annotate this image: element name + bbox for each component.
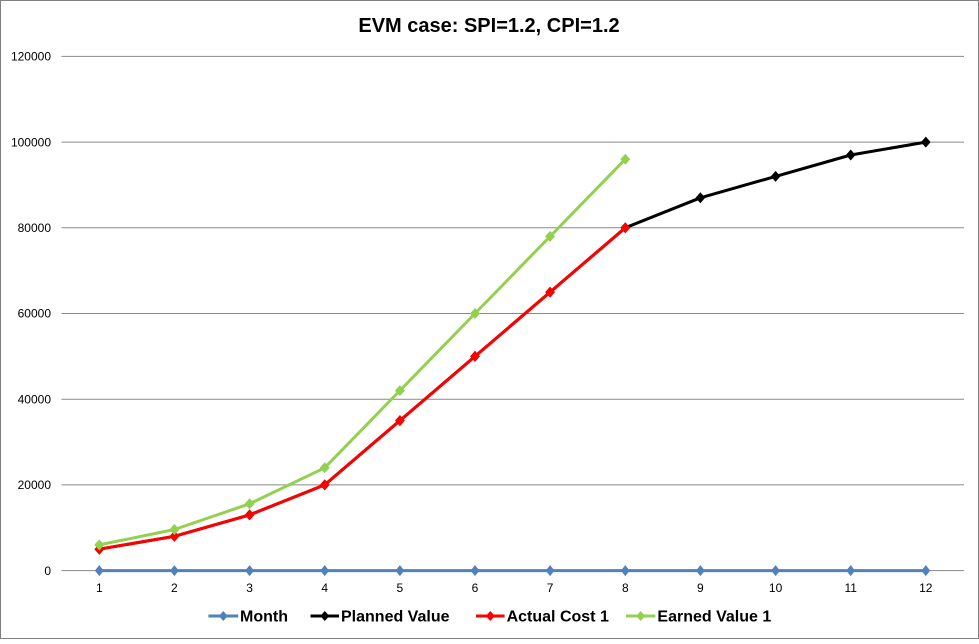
svg-text:Earned Value 1: Earned Value 1 <box>657 609 771 626</box>
svg-text:Planned Value: Planned Value <box>341 609 450 626</box>
svg-text:80000: 80000 <box>18 221 52 235</box>
svg-text:EVM case: SPI=1.2, CPI=1.2: EVM case: SPI=1.2, CPI=1.2 <box>358 15 619 37</box>
svg-text:10: 10 <box>769 581 783 595</box>
svg-text:40000: 40000 <box>18 392 52 406</box>
svg-text:2: 2 <box>171 581 178 595</box>
svg-text:7: 7 <box>547 581 554 595</box>
svg-text:1: 1 <box>96 581 103 595</box>
svg-text:Actual Cost 1: Actual Cost 1 <box>507 609 609 626</box>
svg-text:4: 4 <box>321 581 328 595</box>
svg-text:6: 6 <box>472 581 479 595</box>
svg-text:20000: 20000 <box>18 478 52 492</box>
svg-text:100000: 100000 <box>11 135 51 149</box>
svg-text:12: 12 <box>919 581 933 595</box>
svg-text:8: 8 <box>622 581 629 595</box>
svg-text:0: 0 <box>44 564 51 578</box>
svg-text:5: 5 <box>397 581 404 595</box>
svg-text:9: 9 <box>697 581 704 595</box>
svg-text:3: 3 <box>246 581 253 595</box>
svg-text:60000: 60000 <box>18 307 52 321</box>
svg-text:11: 11 <box>844 581 857 595</box>
svg-text:Month: Month <box>240 609 288 626</box>
svg-text:120000: 120000 <box>11 50 51 64</box>
